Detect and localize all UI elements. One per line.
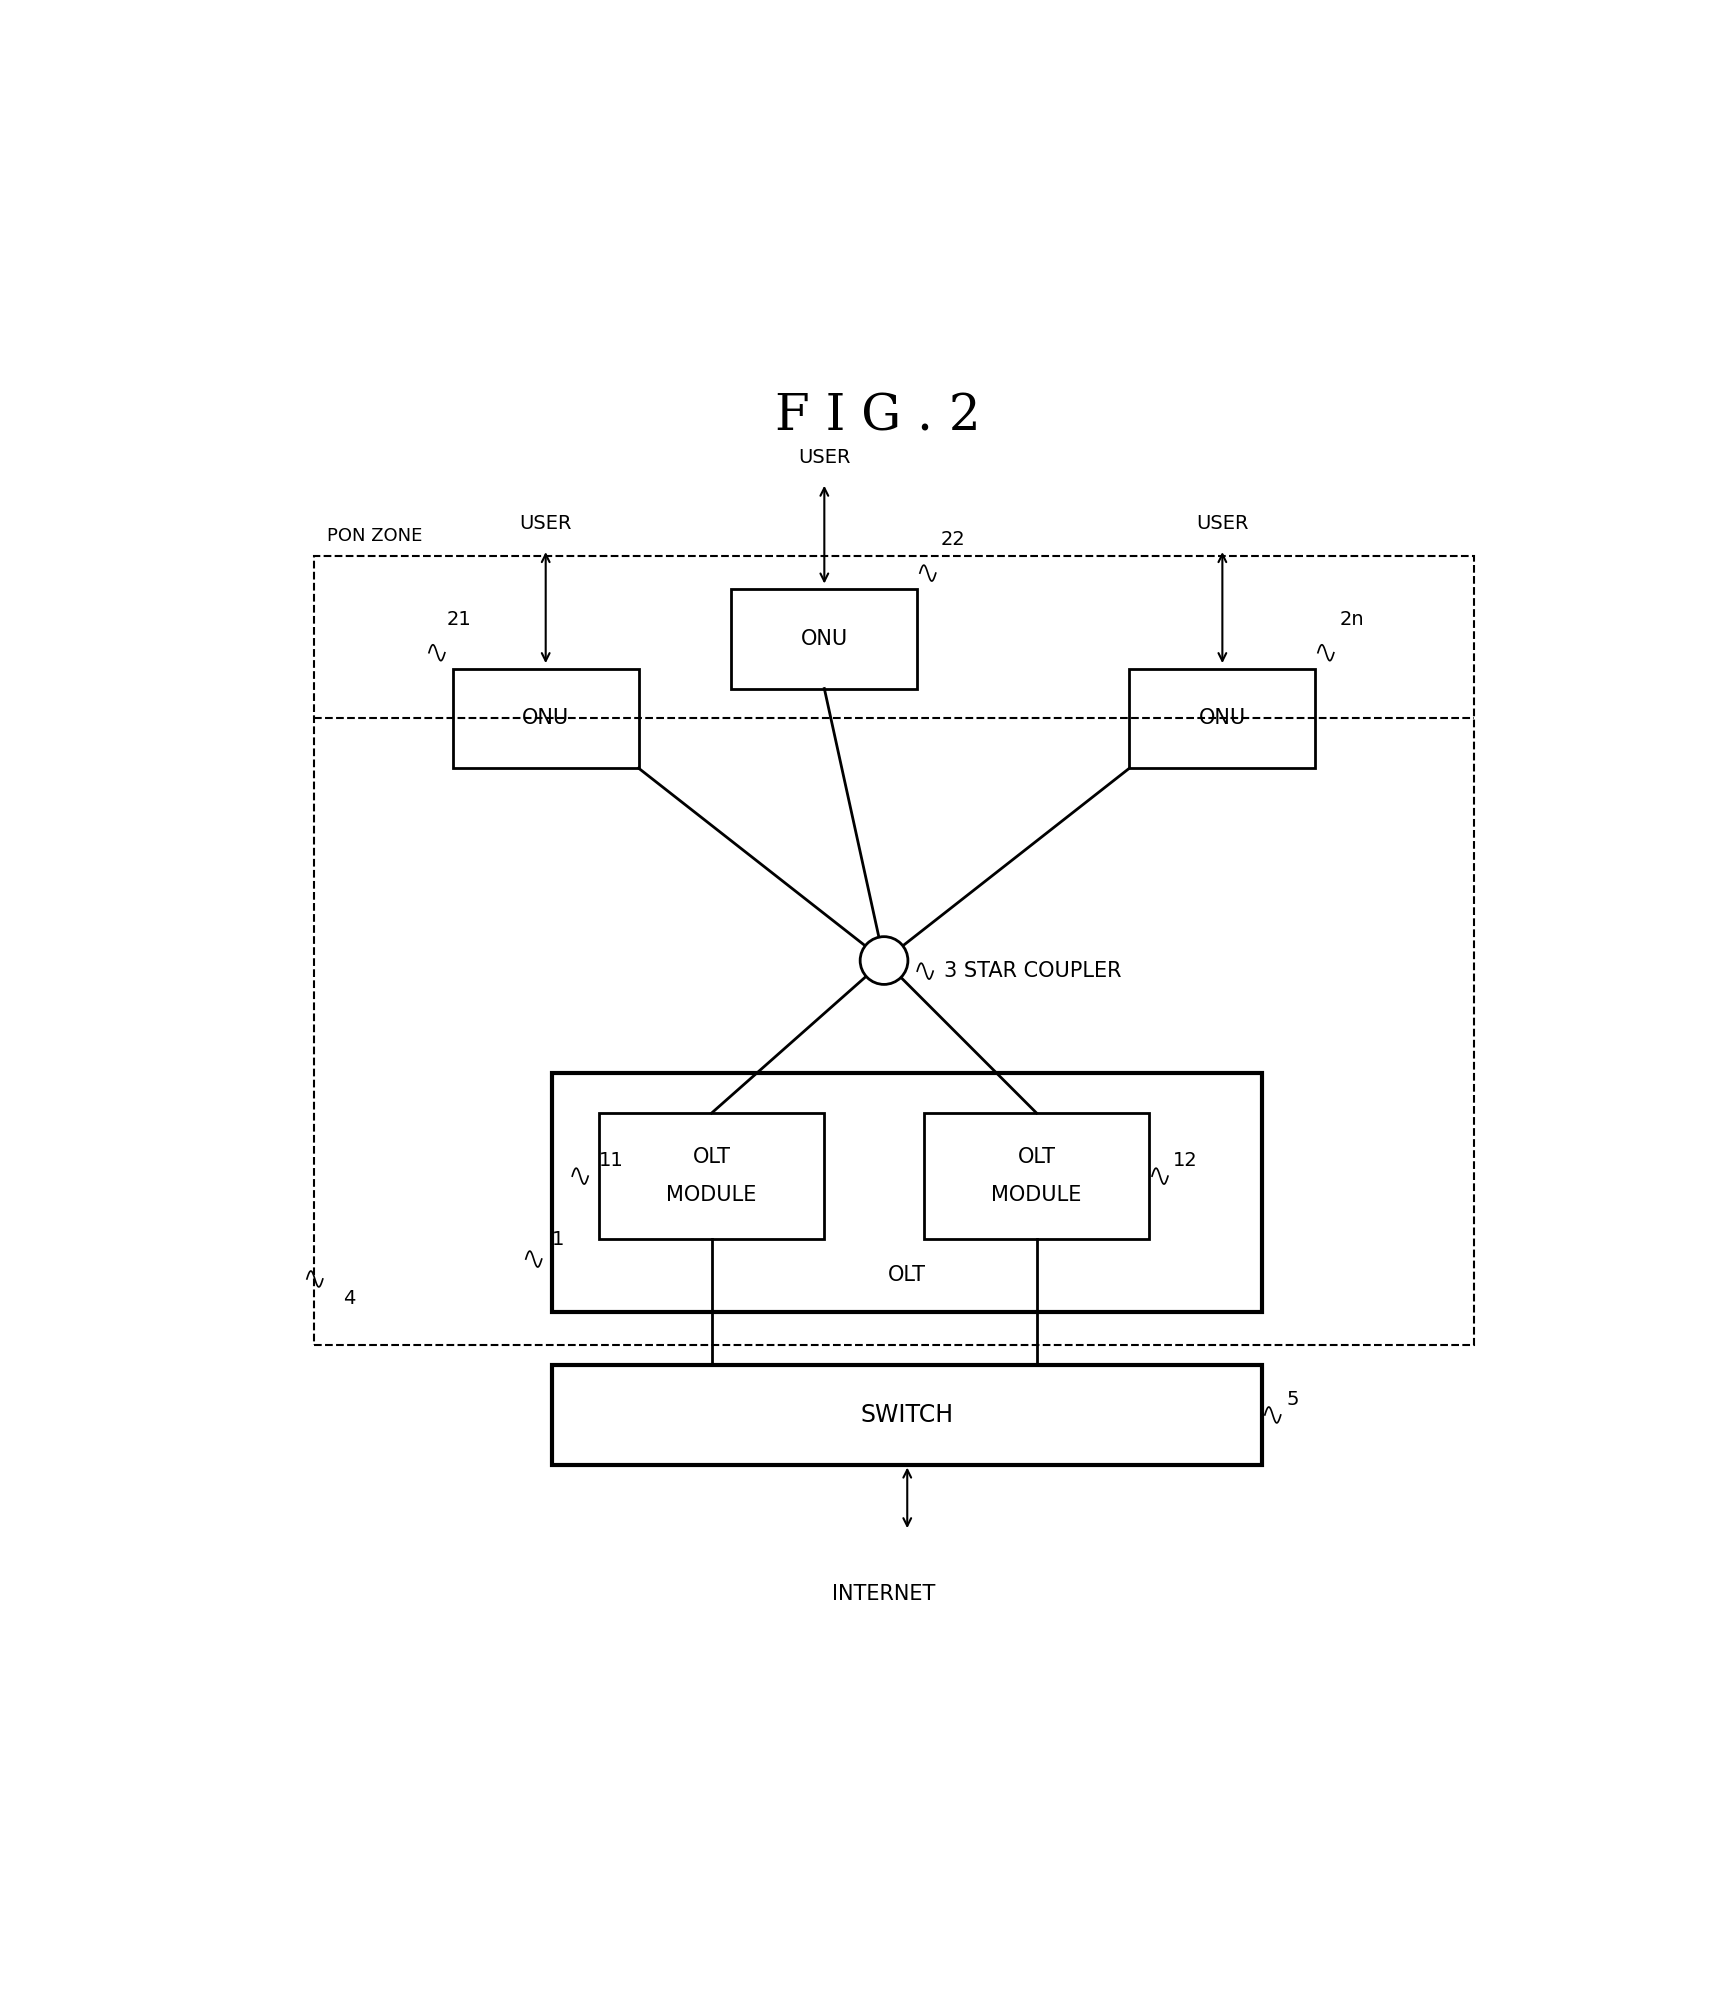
Text: ONU: ONU [522,708,570,728]
Text: 1: 1 [553,1230,565,1248]
FancyBboxPatch shape [553,1366,1262,1466]
Text: USER: USER [519,514,572,532]
FancyBboxPatch shape [452,668,639,768]
Text: 12: 12 [1173,1151,1198,1170]
Text: SWITCH: SWITCH [861,1404,954,1428]
FancyBboxPatch shape [599,1113,823,1238]
Text: 21: 21 [447,610,471,628]
Text: 5: 5 [1286,1390,1299,1408]
Text: OLT: OLT [889,1264,926,1284]
Text: 3 STAR COUPLER: 3 STAR COUPLER [943,961,1121,981]
Circle shape [859,937,907,985]
Text: INTERNET: INTERNET [832,1583,936,1603]
Text: USER: USER [1197,514,1248,532]
FancyBboxPatch shape [731,588,918,688]
Text: MODULE: MODULE [991,1184,1082,1204]
Text: 4: 4 [342,1290,354,1308]
FancyBboxPatch shape [1130,668,1315,768]
Text: ONU: ONU [801,628,847,648]
Text: ONU: ONU [1198,708,1246,728]
Text: OLT: OLT [693,1147,731,1166]
Text: MODULE: MODULE [666,1184,757,1204]
FancyBboxPatch shape [924,1113,1149,1238]
FancyBboxPatch shape [553,1073,1262,1312]
Text: OLT: OLT [1017,1147,1056,1166]
Text: USER: USER [798,449,851,467]
Text: 2n: 2n [1339,610,1364,628]
Text: 22: 22 [942,530,966,548]
Text: PON ZONE: PON ZONE [327,526,423,544]
Text: F I G . 2: F I G . 2 [774,391,981,441]
Text: 11: 11 [599,1151,623,1170]
